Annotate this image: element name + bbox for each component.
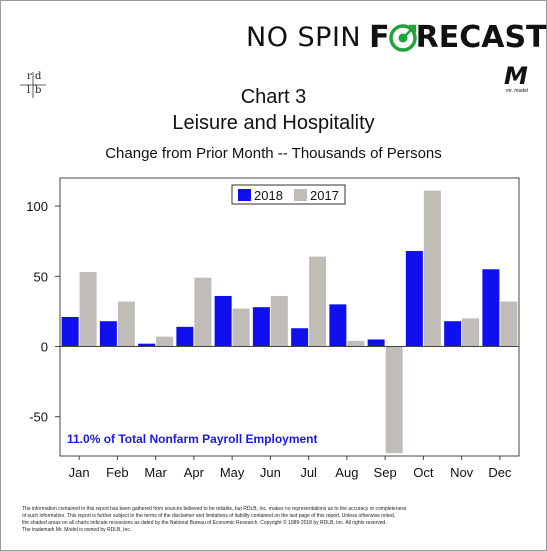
disclaimer-line: of such information. This report is furt… — [22, 513, 396, 519]
y-tick-label: 50 — [34, 269, 48, 284]
bar-2017 — [462, 318, 480, 347]
x-tick-label: Mar — [144, 465, 167, 480]
x-tick-label: Feb — [106, 465, 128, 480]
x-tick-label: May — [220, 465, 245, 480]
bar-2017 — [423, 190, 441, 347]
bar-2018 — [176, 326, 194, 347]
x-tick-label: Jan — [69, 465, 90, 480]
no-spin-forecast-logo: NO SPIN F RECAST — [246, 20, 547, 60]
employment-share-annotation: 11.0% of Total Nonfarm Payroll Employmen… — [67, 432, 318, 446]
x-tick-label: Sep — [374, 465, 397, 480]
y-tick-label: 100 — [26, 199, 48, 214]
bar-2018 — [291, 328, 309, 347]
legend-box — [231, 184, 346, 205]
bar-2017 — [270, 295, 288, 347]
chart-units-label: Change from Prior Month -- Thousands of … — [105, 145, 442, 162]
rdlb-letter-l: l — [27, 85, 31, 96]
bar-2017 — [347, 340, 365, 347]
rdlb-logo: r d l b — [18, 70, 48, 100]
legend-label-2018: 2018 — [254, 188, 283, 203]
disclaimer-footer: The information contained in this report… — [22, 506, 534, 534]
bars-group — [61, 190, 518, 454]
x-tick-label: Apr — [184, 465, 205, 480]
disclaimer-line: the shaded areas on all charts indicate … — [22, 520, 387, 526]
x-tick-label: Oct — [413, 465, 434, 480]
bar-2018 — [405, 251, 423, 347]
rdlb-letter-b: b — [35, 85, 42, 96]
plot-area — [59, 177, 520, 457]
brand-letter-f: F — [369, 20, 390, 55]
bar-2017 — [232, 308, 250, 347]
legend-swatch-2018 — [238, 189, 251, 201]
chart-subtitle: Leisure and Hospitality — [172, 112, 375, 134]
y-tick-label: -50 — [29, 410, 48, 425]
legend-swatch-2017 — [294, 189, 307, 201]
bar-2018 — [482, 269, 500, 347]
chart-title: Chart 3 — [240, 86, 307, 108]
target-logo-icon — [388, 23, 417, 52]
y-axis: -50 0 50 100 — [26, 199, 60, 425]
bar-2018 — [252, 307, 270, 347]
bar-2018 — [367, 339, 385, 347]
mr-model-letter: M — [504, 62, 528, 90]
legend: 2018 2017 — [231, 184, 346, 205]
bar-2017 — [117, 301, 135, 347]
x-axis: Jan Feb Mar Apr May Jun Jul Aug Sep Oct Nov Dec — [69, 456, 512, 480]
rdlb-cross-icon — [20, 72, 46, 98]
x-tick-label: Jun — [260, 465, 281, 480]
x-tick-label: Dec — [488, 465, 512, 480]
y-tick-label: 0 — [41, 339, 48, 354]
bar-2018 — [61, 317, 79, 347]
x-tick-label: Nov — [450, 465, 474, 480]
bar-2017 — [194, 277, 212, 347]
brand-name-no-spin: NO SPIN — [246, 22, 362, 53]
x-tick-label: Jul — [300, 465, 317, 480]
bar-2018 — [99, 321, 117, 347]
bar-2017 — [500, 301, 518, 347]
bar-2018 — [138, 343, 156, 347]
rdlb-letter-r: r — [27, 71, 32, 82]
disclaimer-line: The trademark Mr. Model is owned by RDLB… — [22, 527, 132, 533]
bar-2017 — [79, 272, 97, 347]
bar-2018 — [444, 321, 462, 347]
disclaimer-line: The information contained in this report… — [22, 506, 407, 512]
bar-2018 — [214, 295, 232, 347]
bar-2018 — [329, 304, 347, 347]
rdlb-letter-d: d — [35, 71, 42, 82]
bar-2017 — [309, 256, 327, 347]
mr-model-logo: M mr. model — [498, 62, 534, 98]
x-tick-label: Aug — [335, 465, 358, 480]
mr-model-tagline: mr. model — [506, 88, 529, 94]
legend-label-2017: 2017 — [310, 188, 339, 203]
bar-chart: -50 0 50 100 Jan Feb Mar Apr May Jun Jul Aug Sep Oct… — [26, 177, 520, 480]
bar-2017 — [156, 336, 174, 347]
bar-2017 — [385, 346, 403, 454]
brand-name-recast: RECAST — [415, 20, 547, 55]
